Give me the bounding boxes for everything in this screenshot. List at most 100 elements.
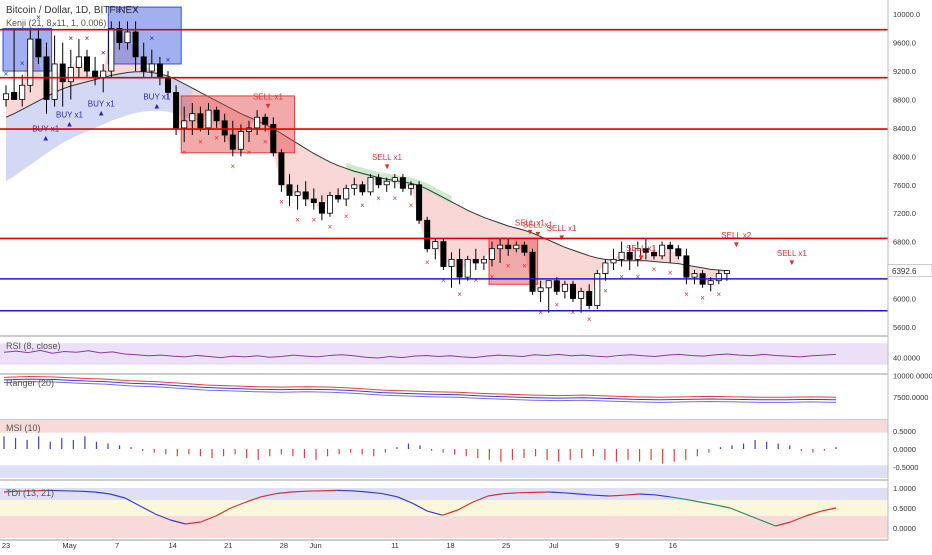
candle <box>125 32 130 43</box>
candle <box>457 259 462 277</box>
candle <box>36 39 41 57</box>
signal-label: SELL x1 <box>253 92 283 101</box>
stop-marker-icon: × <box>263 137 268 146</box>
msi-upper-band <box>0 420 888 433</box>
stop-marker-icon: × <box>85 34 90 43</box>
candle <box>384 181 389 185</box>
stop-marker-icon: × <box>214 134 219 143</box>
msi-pane-title: MSI (10) <box>6 423 41 433</box>
price-tick-label: 7200.0 <box>893 209 916 218</box>
stop-marker-icon: × <box>457 290 462 299</box>
signal-label: SELL x1 <box>777 249 807 258</box>
stop-marker-icon: × <box>295 215 300 224</box>
indicator-tick-label: 7500.0000 <box>893 393 928 402</box>
time-tick-label: 14 <box>169 541 177 550</box>
signal-arrow-icon: ▼ <box>637 253 645 262</box>
indicator-tick-label: -0.5000 <box>893 463 918 472</box>
tdi-line-segment <box>609 495 624 496</box>
stop-marker-icon: × <box>425 258 430 267</box>
stop-marker-icon: × <box>441 276 446 285</box>
candle <box>562 284 567 291</box>
price-axis[interactable]: 10000.09600.09200.08800.08400.08000.0760… <box>888 0 932 550</box>
candle <box>336 195 341 199</box>
signal-label: BUY x1 <box>88 100 116 109</box>
signal-label: SELL x1 <box>547 224 577 233</box>
stop-marker-icon: × <box>328 223 333 232</box>
stop-marker-icon: × <box>587 315 592 324</box>
tdi-upper-band <box>0 488 888 500</box>
candle <box>206 110 211 128</box>
signal-label: SELL x1 <box>372 153 402 162</box>
tdi-lower-band <box>0 516 888 538</box>
time-tick-label: 16 <box>669 541 677 550</box>
candle <box>12 92 17 99</box>
candle <box>311 199 316 203</box>
candle <box>190 114 195 121</box>
stop-marker-icon: × <box>716 290 721 299</box>
tdi-line-segment <box>594 495 609 496</box>
candle <box>514 245 519 249</box>
candle <box>263 117 268 124</box>
candle <box>417 185 422 221</box>
candle <box>473 259 478 263</box>
ranger-pane[interactable] <box>0 374 932 402</box>
candle <box>684 256 689 277</box>
candle <box>708 281 713 285</box>
candle <box>619 252 624 259</box>
price-tick-label: 8400.0 <box>893 124 916 133</box>
price-tick-label: 6000.0 <box>893 294 916 303</box>
signal-arrow-icon: ▼ <box>383 162 391 171</box>
candle <box>174 92 179 128</box>
candle <box>603 263 608 274</box>
candle <box>295 192 300 196</box>
tdi-line-segment <box>639 494 654 495</box>
tdi-pane[interactable] <box>0 480 932 538</box>
rsi-pane[interactable] <box>0 336 932 365</box>
candle <box>538 288 543 292</box>
stop-marker-icon: × <box>506 262 511 271</box>
candle <box>587 291 592 305</box>
candle <box>400 178 405 189</box>
last-price-label: 6392.6 <box>892 267 917 276</box>
candle <box>724 271 729 274</box>
stop-marker-icon: × <box>619 272 624 281</box>
indicator-tick-label: 0.5000 <box>893 504 916 513</box>
signal-arrow-icon: ▼ <box>264 101 272 110</box>
stop-marker-icon: × <box>344 212 349 221</box>
candle <box>506 245 511 249</box>
candle <box>84 57 89 71</box>
rsi-pane-title: RSI (8, close) <box>6 341 61 351</box>
candle <box>376 178 381 185</box>
price-tick-label: 8000.0 <box>893 152 916 161</box>
stop-marker-icon: × <box>198 137 203 146</box>
stop-marker-icon: × <box>668 269 673 278</box>
candle <box>198 114 203 128</box>
candle <box>327 195 332 213</box>
candle <box>441 242 446 267</box>
stop-marker-icon: × <box>473 276 478 285</box>
signal-arrow-icon: ▼ <box>732 240 740 249</box>
candle <box>76 57 81 68</box>
price-tick-label: 10000.0 <box>893 10 920 19</box>
signal-label: BUY x1 <box>143 92 171 101</box>
stop-marker-icon: × <box>652 265 657 274</box>
signal-arrow-icon: ▲ <box>66 119 74 128</box>
indicator-tick-label: 1.0000 <box>893 484 916 493</box>
stop-marker-icon: × <box>360 201 365 210</box>
candle <box>408 185 413 189</box>
indicator-tick-label: 0.0000 <box>893 445 916 454</box>
candle <box>222 121 227 135</box>
stop-marker-icon: × <box>522 262 527 271</box>
msi-pane[interactable] <box>0 420 932 478</box>
time-tick-label: 9 <box>615 541 619 550</box>
time-tick-label: 28 <box>280 541 288 550</box>
signal-arrow-icon: ▼ <box>534 229 542 238</box>
candle <box>668 245 673 249</box>
candle <box>352 185 357 189</box>
signal-arrow-icon: ▼ <box>558 233 566 242</box>
price-tick-label: 9200.0 <box>893 67 916 76</box>
candle <box>692 274 697 278</box>
signal-arrow-icon: ▲ <box>97 109 105 118</box>
time-tick-label: 18 <box>446 541 454 550</box>
